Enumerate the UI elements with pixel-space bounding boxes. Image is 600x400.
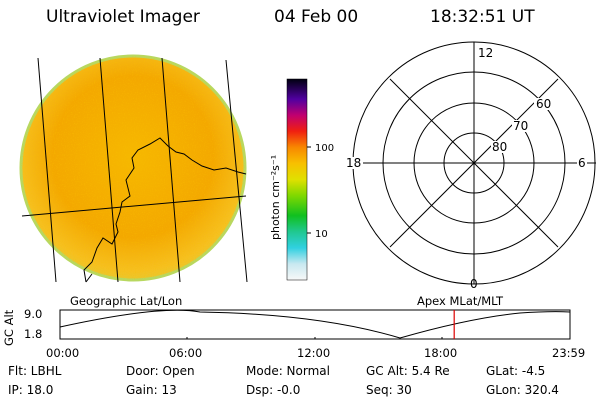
xtick-0600: 06:00 [169,346,203,360]
info-mode: Mode: Normal [246,364,330,378]
app-title: Ultraviolet Imager [46,7,200,27]
color-bar: 100 10 photon cm⁻²s⁻¹ [269,78,334,281]
colorbar-tick-100: 100 [315,143,334,154]
polar-labels: 12 18 6 0 60 70 80 [345,46,587,291]
xtick-2359: 23:59 [552,346,586,360]
apex-caption: Apex MLat/MLT [417,294,504,308]
info-dsp: Dsp: -0.0 [246,383,301,397]
xtick-0000: 00:00 [46,346,80,360]
lat-label-70: 70 [513,119,528,133]
info-glat: GLat: -4.5 [486,364,546,378]
altitude-ymin: 1.8 [24,327,43,341]
altitude-ymax: 9.0 [24,307,43,321]
uv-image-disc [19,54,247,282]
lat-label-60: 60 [536,97,551,111]
mlt-label-18: 18 [346,156,361,170]
xtick-1200: 12:00 [297,346,331,360]
polar-plot [345,41,596,285]
header-date: 04 Feb 00 [274,7,359,27]
info-seq: Seq: 30 [366,383,412,397]
colorbar-tick-10: 10 [315,229,328,240]
mlt-label-0: 0 [470,277,478,291]
info-gain: Gain: 13 [126,383,177,397]
info-door: Door: Open [126,364,195,378]
altitude-plot [59,309,571,340]
geo-grid [21,57,248,283]
info-glon: GLon: 320.4 [486,383,559,397]
geographic-caption: Geographic Lat/Lon [70,294,183,308]
xtick-1800: 18:00 [424,346,458,360]
mlt-label-12: 12 [478,46,493,60]
altitude-curve [59,309,571,339]
coastline [83,137,247,283]
lat-label-80: 80 [492,140,507,154]
header-time: 18:32:51 UT [430,7,535,27]
info-filter: Flt: LBHL [8,364,62,378]
colorbar-label: photon cm⁻²s⁻¹ [269,155,282,240]
mlt-label-6: 6 [578,156,586,170]
info-gc-alt: GC Alt: 5.4 Re [366,364,450,378]
info-ip: IP: 18.0 [8,383,54,397]
altitude-ylabel: GC Alt [2,309,16,346]
